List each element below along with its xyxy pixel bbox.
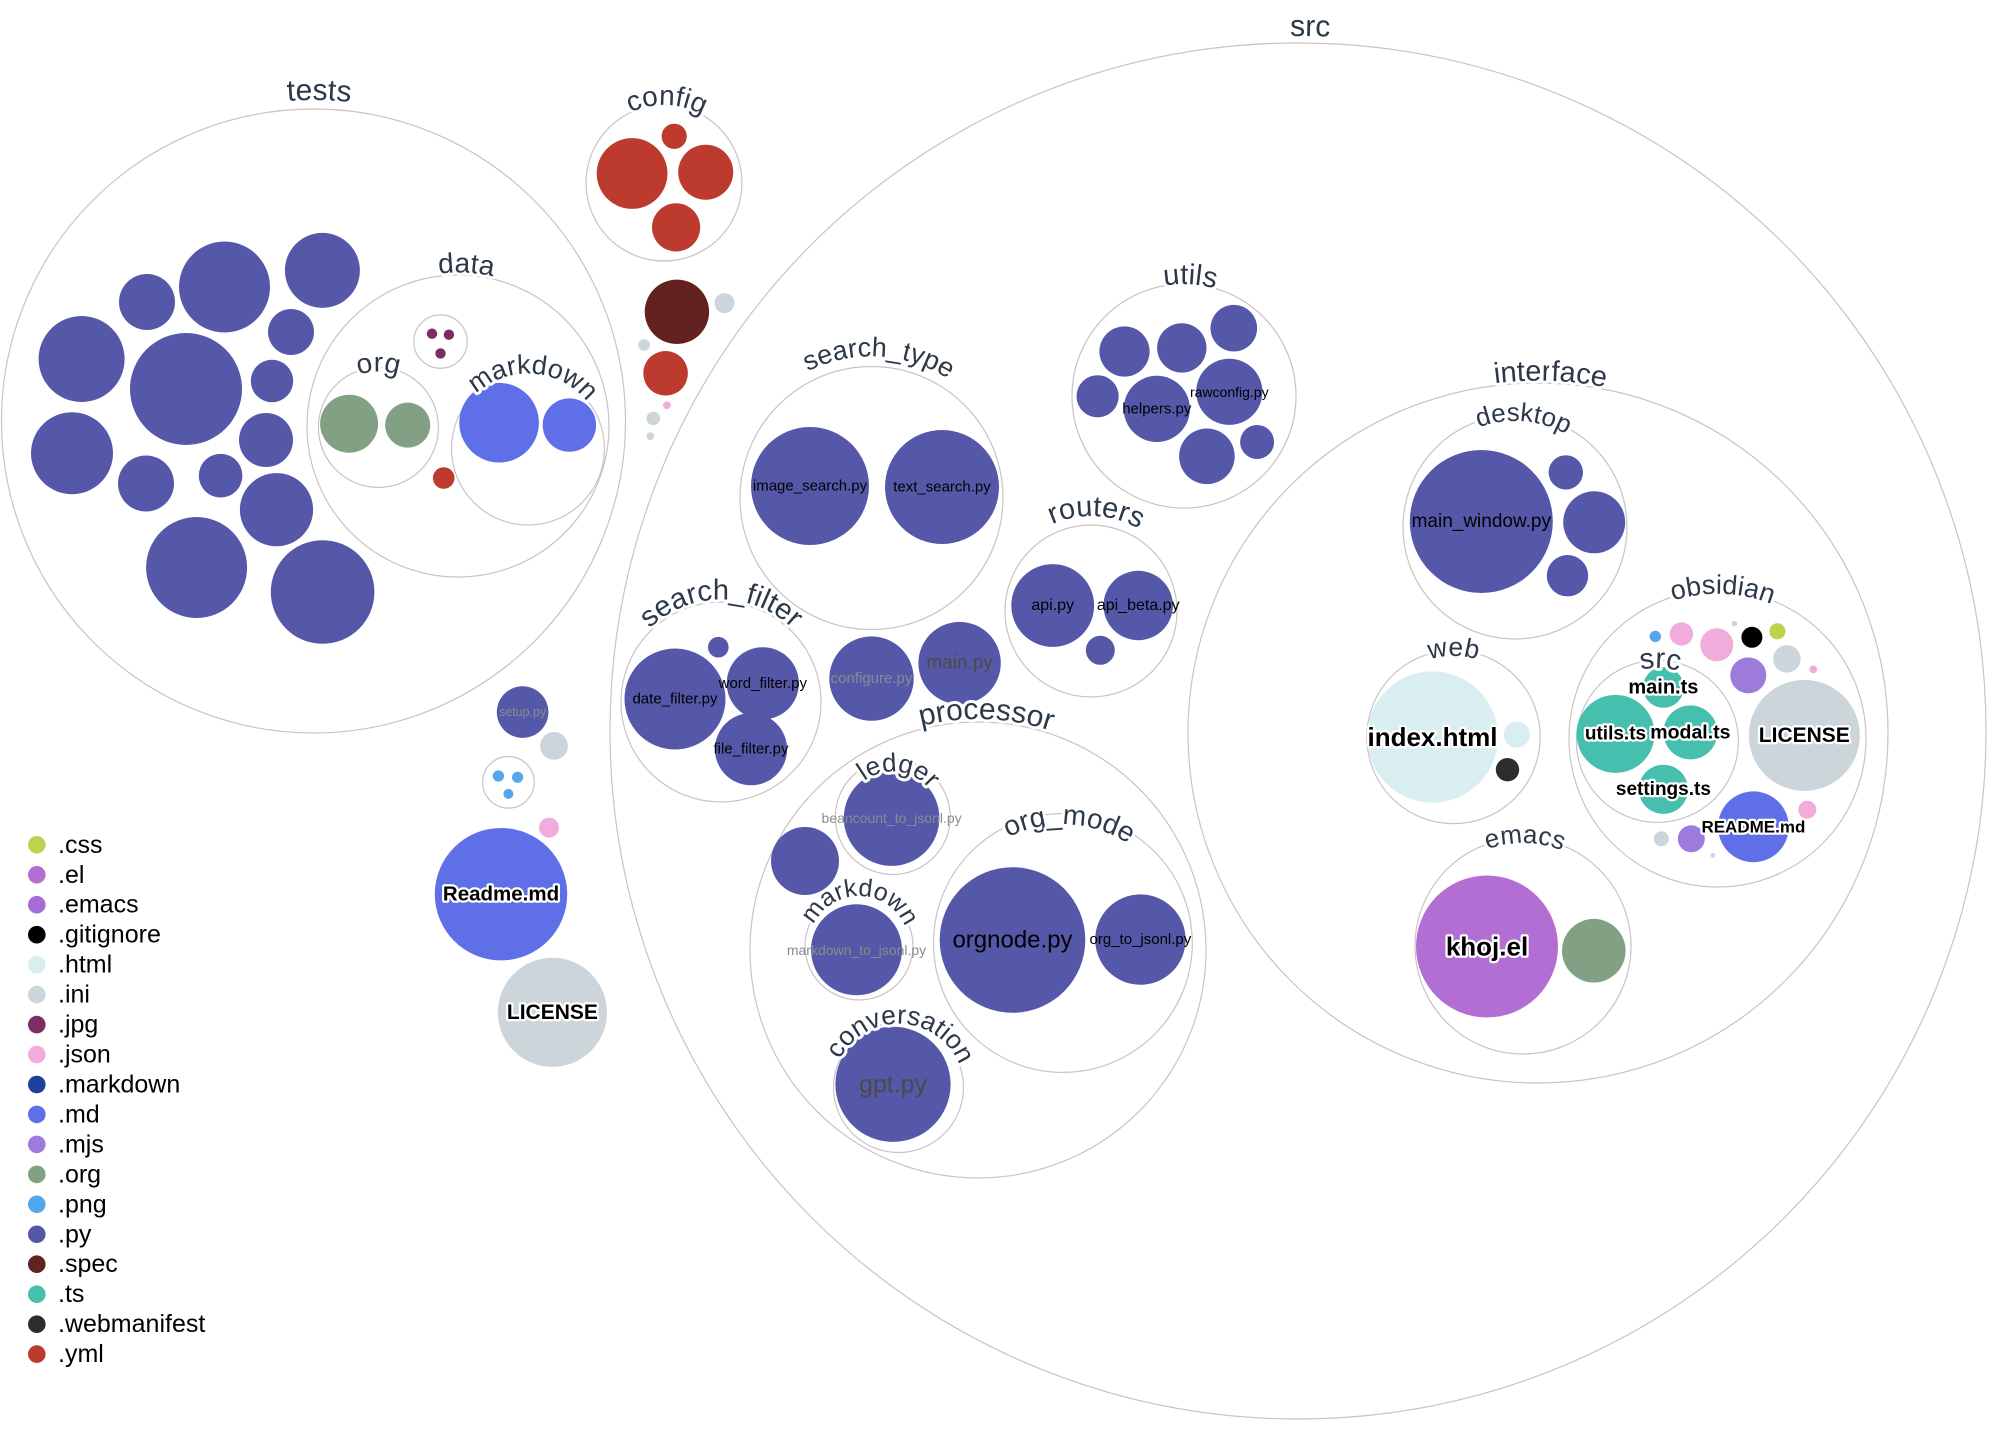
svg-text:README.md: README.md [1701, 817, 1805, 836]
svg-text:.md: .md [58, 1100, 100, 1128]
svg-text:.py: .py [58, 1220, 92, 1248]
svg-text:word_filter.py: word_filter.py [718, 675, 808, 692]
svg-text:.yml: .yml [58, 1340, 104, 1368]
svg-text:LICENSE: LICENSE [1759, 724, 1850, 747]
svg-text:gpt.py: gpt.py [859, 1070, 928, 1098]
svg-text:setup.py: setup.py [499, 705, 547, 719]
svg-text:main.ts: main.ts [1628, 676, 1698, 698]
svg-text:.ts: .ts [58, 1280, 84, 1308]
svg-text:api.py: api.py [1031, 597, 1074, 614]
svg-text:configure.py: configure.py [831, 670, 913, 687]
svg-text:web: web [1424, 632, 1482, 665]
svg-text:.webmanifest: .webmanifest [58, 1310, 205, 1338]
svg-text:Readme.md: Readme.md [443, 883, 559, 906]
svg-text:data: data [437, 247, 498, 282]
svg-text:api_beta.py: api_beta.py [1097, 597, 1180, 614]
svg-text:LICENSE: LICENSE [507, 1001, 598, 1024]
svg-text:modal.ts: modal.ts [1650, 721, 1730, 743]
svg-text:.html: .html [58, 951, 112, 979]
svg-text:settings.ts: settings.ts [1616, 779, 1711, 800]
svg-text:rawconfig.py: rawconfig.py [1190, 384, 1269, 400]
svg-text:file_filter.py: file_filter.py [713, 741, 789, 758]
svg-text:markdown_to_jsonl.py: markdown_to_jsonl.py [787, 942, 926, 958]
svg-text:image_search.py: image_search.py [753, 478, 868, 495]
svg-text:.ini: .ini [58, 981, 90, 1009]
svg-text:org_to_jsonl.py: org_to_jsonl.py [1090, 931, 1192, 948]
svg-text:index.html: index.html [1367, 722, 1497, 752]
svg-text:.css: .css [58, 831, 102, 859]
svg-text:.spec: .spec [58, 1250, 118, 1278]
svg-text:.jpg: .jpg [58, 1011, 98, 1039]
svg-text:helpers.py: helpers.py [1122, 400, 1192, 417]
svg-text:date_filter.py: date_filter.py [632, 691, 718, 708]
svg-text:.emacs: .emacs [58, 891, 139, 919]
svg-text:.json: .json [58, 1041, 111, 1069]
svg-text:main_window.py: main_window.py [1412, 511, 1552, 532]
svg-text:utils.ts: utils.ts [1585, 723, 1646, 744]
svg-text:src: src [1290, 10, 1331, 44]
svg-text:.png: .png [58, 1190, 107, 1218]
svg-text:.mjs: .mjs [58, 1130, 104, 1158]
svg-text:utils: utils [1162, 259, 1221, 295]
svg-text:org: org [353, 346, 404, 380]
svg-text:.gitignore: .gitignore [58, 921, 161, 949]
svg-text:text_search.py: text_search.py [893, 479, 991, 496]
svg-text:src: src [1638, 643, 1684, 678]
svg-text:khoj.el: khoj.el [1446, 932, 1528, 962]
svg-text:.org: .org [58, 1160, 101, 1188]
svg-text:orgnode.py: orgnode.py [952, 927, 1072, 954]
svg-text:main.py: main.py [926, 653, 993, 674]
svg-text:tests: tests [286, 74, 353, 109]
svg-text:.el: .el [58, 861, 84, 889]
svg-text:beancount_to_jsonl.py: beancount_to_jsonl.py [822, 810, 962, 826]
svg-text:.markdown: .markdown [58, 1071, 180, 1099]
